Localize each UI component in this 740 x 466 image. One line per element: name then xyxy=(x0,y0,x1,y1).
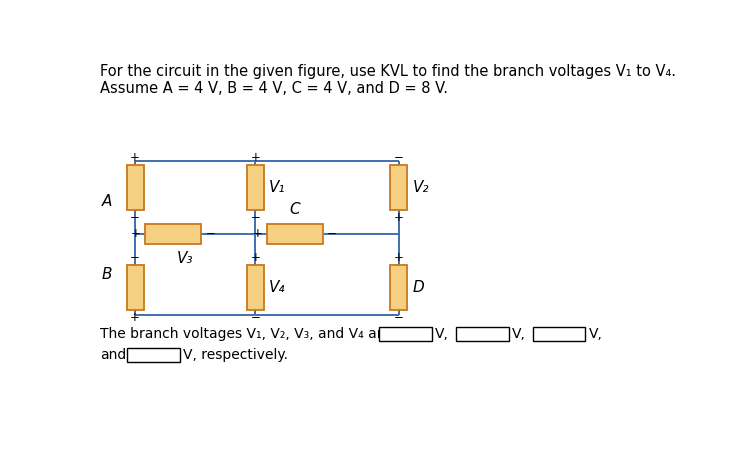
Text: V,: V, xyxy=(512,327,525,341)
Text: V₂: V₂ xyxy=(413,180,429,195)
Text: +: + xyxy=(252,227,263,240)
Text: −: − xyxy=(394,151,403,164)
Bar xyxy=(456,327,508,341)
Text: −: − xyxy=(130,251,140,264)
Bar xyxy=(127,348,180,362)
Text: C: C xyxy=(289,202,300,217)
Text: For the circuit in the given figure, use KVL to find the branch voltages V₁ to V: For the circuit in the given figure, use… xyxy=(100,64,676,79)
Text: V, respectively.: V, respectively. xyxy=(184,348,288,362)
Text: V₁: V₁ xyxy=(269,180,286,195)
Bar xyxy=(379,327,432,341)
Text: −: − xyxy=(130,211,140,224)
Text: V,: V, xyxy=(588,327,602,341)
Bar xyxy=(390,265,407,310)
Bar xyxy=(127,165,144,210)
Text: −: − xyxy=(394,311,403,324)
Bar xyxy=(246,265,263,310)
Text: V₃: V₃ xyxy=(177,251,193,266)
Text: +: + xyxy=(130,151,140,164)
Text: and: and xyxy=(100,348,127,362)
Bar xyxy=(246,165,263,210)
Text: A: A xyxy=(101,193,112,209)
Text: −: − xyxy=(327,227,337,240)
Text: B: B xyxy=(101,267,112,282)
Text: +: + xyxy=(130,311,140,324)
Bar xyxy=(533,327,585,341)
Bar xyxy=(145,224,201,244)
Text: +: + xyxy=(250,251,260,264)
Text: D: D xyxy=(413,280,424,295)
Text: The branch voltages V₁, V₂, V₃, and V₄ are: The branch voltages V₁, V₂, V₃, and V₄ a… xyxy=(100,327,391,341)
Text: +: + xyxy=(394,251,403,264)
Bar xyxy=(127,265,144,310)
Text: V₄: V₄ xyxy=(269,280,286,295)
Text: +: + xyxy=(131,227,141,240)
Text: −: − xyxy=(250,311,260,324)
Text: +: + xyxy=(250,151,260,164)
Text: −: − xyxy=(206,227,215,240)
Text: −: − xyxy=(250,211,260,224)
Bar xyxy=(390,165,407,210)
Bar xyxy=(267,224,323,244)
Text: Assume A = 4 V, B = 4 V, C = 4 V, and D = 8 V.: Assume A = 4 V, B = 4 V, C = 4 V, and D … xyxy=(100,82,448,96)
Text: +: + xyxy=(394,211,403,224)
Text: V,: V, xyxy=(435,327,449,341)
